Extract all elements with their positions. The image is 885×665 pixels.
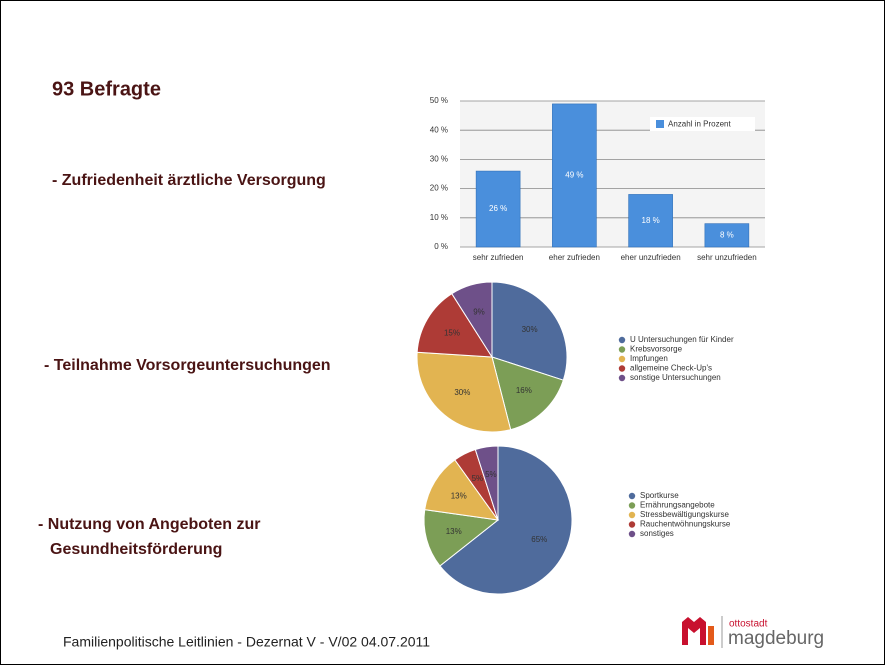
legend-swatch [628,511,636,519]
pie-slice [416,351,512,433]
legend-swatch [628,492,636,500]
legend-label: U Untersuchungen für Kinder [630,335,734,344]
pie-slice [439,445,573,595]
legend-label: Ernährungsangebote [640,501,715,510]
legend-label: Rauchentwöhnungskurse [640,520,731,529]
bar [552,103,597,248]
data-label: 18 % [642,216,660,225]
legend-swatch [656,120,664,128]
data-label: 5% [472,474,484,483]
pie-slice [474,445,499,521]
legend-label: Krebsvorsorge [630,345,683,354]
legend-label: Impfungen [630,354,668,363]
pie-slice [416,292,493,358]
logo: ottostadt magdeburg [682,616,824,649]
legend-swatch [618,365,626,372]
slide-title: 93 Befragte [52,78,161,100]
legend-swatch [628,502,636,509]
y-tick-label: 0 % [434,242,448,251]
legend-box [650,117,755,131]
section-label: - Nutzung von Angeboten zur [38,516,260,533]
logo-icon [708,626,714,645]
y-tick-label: 50 % [430,96,448,105]
pie-slice [491,356,564,431]
legend-swatch [628,521,636,528]
bar [475,170,521,248]
legend-label: sonstiges [640,529,674,538]
data-label: 9% [473,307,485,316]
y-tick-label: 10 % [430,213,448,222]
pie-slice [423,509,500,567]
footer: Familienpolitische Leitlinien - Dezernat… [63,634,430,650]
data-label: 30% [522,325,538,334]
bar [628,194,673,248]
data-label: 65% [531,535,547,544]
data-label: 15% [444,328,460,337]
pie-slice [491,281,568,381]
legend-label: allgemeine Check-Up's [630,364,712,373]
pie-slice [451,281,493,359]
legend-swatch [618,346,626,353]
logo-large: magdeburg [728,628,824,649]
legend-swatch [618,374,626,382]
pie-slice [424,459,500,521]
y-tick-label: 40 % [430,125,448,134]
legend-swatch [618,355,626,363]
data-label: 49 % [565,171,583,180]
data-label: 13% [451,491,467,500]
data-label: 26 % [489,204,507,213]
y-tick-label: 20 % [430,184,448,193]
data-label: 8 % [720,230,734,239]
data-label: 13% [446,527,462,536]
x-tick-label: sehr unzufrieden [697,253,757,262]
x-tick-label: sehr zufrieden [473,253,524,262]
legend-swatch [628,530,636,538]
legend-label: Stressbewältigungskurse [640,510,729,519]
logo-small: ottostadt [729,619,768,630]
x-tick-label: eher unzufrieden [621,253,681,262]
legend-label: Sportkurse [640,491,679,500]
data-label: 16% [516,386,532,395]
data-label: 30% [454,388,470,397]
y-tick-label: 30 % [430,155,448,164]
bar [704,223,750,248]
section-label: Gesundheitsförderung [50,541,222,558]
x-tick-label: eher zufrieden [549,253,600,262]
legend-label: sonstige Untersuchungen [630,373,721,382]
section-label: - Teilnahme Vorsorgeuntersuchungen [44,357,331,374]
data-label: 5% [485,470,497,479]
legend-swatch [618,336,626,344]
legend-label: Anzahl in Prozent [668,120,731,129]
section-label: - Zufriedenheit ärztliche Versorgung [52,172,326,189]
logo-icon [682,617,706,645]
